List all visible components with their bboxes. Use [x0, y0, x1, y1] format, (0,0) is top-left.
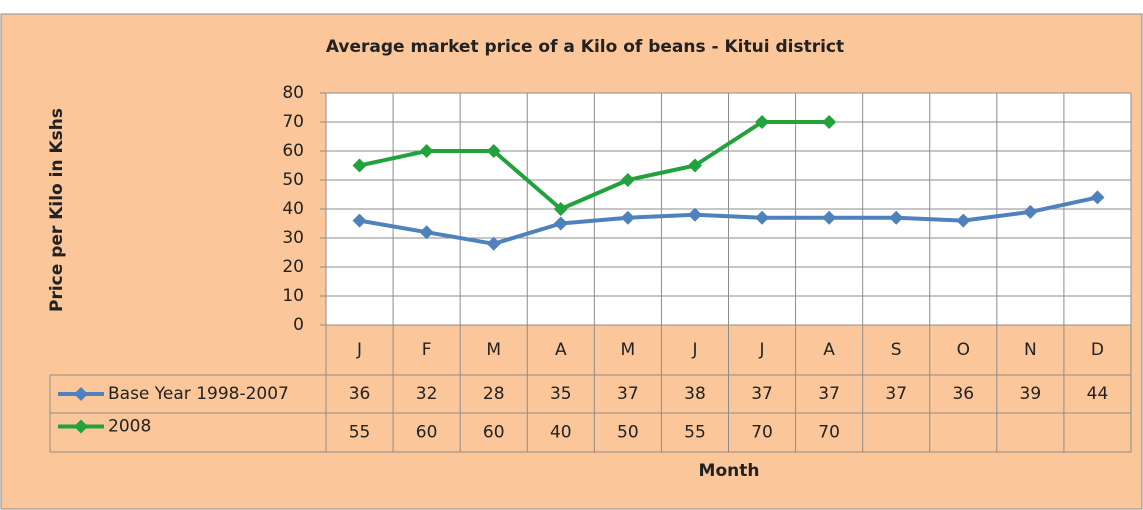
- marker: [419, 225, 434, 240]
- y-axis-title: Price per Kilo in Kshs: [47, 108, 67, 312]
- marker: [553, 202, 568, 216]
- y-tick-label: 40: [282, 199, 304, 219]
- marker: [687, 158, 702, 173]
- x-tick-label: N: [1024, 340, 1037, 360]
- chart-title: Average market price of a Kilo of beans …: [326, 37, 844, 57]
- legend-marker: [74, 387, 88, 401]
- y-tick-label: 80: [282, 83, 304, 103]
- marker: [620, 173, 635, 187]
- marker: [822, 115, 837, 129]
- marker: [822, 210, 837, 225]
- y-tick-label: 50: [282, 170, 304, 190]
- marker: [755, 115, 770, 129]
- series-line: [359, 120, 830, 211]
- table-value: 40: [550, 423, 572, 443]
- table-value: 32: [416, 384, 438, 404]
- table-value: 35: [550, 384, 572, 404]
- x-tick-label: F: [422, 340, 432, 360]
- x-tick-label: O: [957, 340, 970, 360]
- marker: [620, 210, 635, 225]
- table-value: 55: [349, 423, 371, 443]
- marker: [956, 213, 971, 228]
- marker: [352, 158, 367, 173]
- x-tick-label: J: [691, 340, 697, 360]
- marker: [1023, 204, 1038, 219]
- legend-marker: [74, 419, 88, 434]
- marker: [419, 144, 434, 158]
- table-value: 38: [684, 384, 706, 404]
- marker: [486, 144, 501, 158]
- table-value: 50: [617, 423, 639, 443]
- x-tick-label: S: [891, 340, 902, 360]
- x-tick-label: D: [1091, 340, 1104, 360]
- legend-label: Base Year 1998-2007: [108, 384, 289, 404]
- table-value: 70: [818, 423, 840, 443]
- table-value: 36: [349, 384, 371, 404]
- marker: [755, 210, 770, 225]
- marker: [1090, 190, 1105, 205]
- series-line: [359, 195, 1098, 246]
- y-tick-label: 0: [293, 315, 304, 335]
- legend-label: 2008: [108, 417, 151, 437]
- x-tick-label: J: [759, 340, 765, 360]
- marker: [352, 213, 367, 228]
- marker: [687, 207, 702, 222]
- y-tick-label: 20: [282, 257, 304, 277]
- table-value: 37: [818, 384, 840, 404]
- table-value: 60: [416, 423, 438, 443]
- table-value: 28: [483, 384, 505, 404]
- marker: [553, 216, 568, 231]
- table-value: 70: [751, 423, 773, 443]
- table-value: 60: [483, 423, 505, 443]
- table-value: 44: [1087, 384, 1109, 404]
- y-tick-label: 10: [282, 286, 304, 306]
- x-tick-label: A: [555, 340, 567, 360]
- table-value: 37: [751, 384, 773, 404]
- x-tick-label: J: [356, 340, 362, 360]
- table-value: 37: [617, 384, 639, 404]
- table-value: 36: [952, 384, 974, 404]
- y-tick-label: 60: [282, 141, 304, 161]
- y-tick-label: 70: [282, 112, 304, 132]
- x-tick-label: M: [621, 340, 636, 360]
- table-value: 39: [1020, 384, 1042, 404]
- y-tick-label: 30: [282, 228, 304, 248]
- x-tick-label: A: [823, 340, 835, 360]
- x-tick-label: M: [486, 340, 501, 360]
- table-value: 55: [684, 423, 706, 443]
- marker: [889, 210, 904, 225]
- table-value: 37: [885, 384, 907, 404]
- x-axis-title: Month: [699, 461, 760, 481]
- marker: [486, 236, 501, 251]
